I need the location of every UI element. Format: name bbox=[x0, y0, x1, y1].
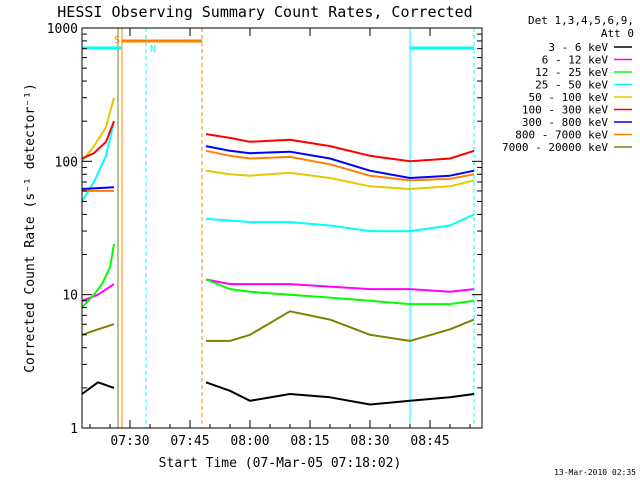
legend-label-6: 100 - 300 keV bbox=[522, 104, 608, 117]
series-line-2-segment-1 bbox=[81, 283, 115, 302]
legend-label-5: 50 - 100 keV bbox=[529, 91, 609, 104]
x-tick-label-6: 08:45 bbox=[410, 434, 449, 449]
plot-frame bbox=[81, 27, 483, 429]
chart-title: HESSI Observing Summary Count Rates, Cor… bbox=[57, 3, 472, 21]
y-axis: 1 10 100 1000 bbox=[47, 22, 482, 437]
legend-header-line-2: Att 0 bbox=[601, 27, 634, 40]
series-line-1-segment-1 bbox=[81, 381, 115, 395]
x-tick-label-2: 07:45 bbox=[170, 434, 209, 449]
legend-label-3: 12 - 25 keV bbox=[535, 66, 608, 79]
series-line-5-segment-1 bbox=[81, 97, 115, 162]
series-line-7-segment-2 bbox=[205, 145, 475, 179]
series-line-3-segment-2 bbox=[205, 278, 475, 306]
legend-label-8: 800 - 7000 keV bbox=[515, 129, 608, 142]
y-axis-label: Corrected Count Rate (s⁻¹ detector⁻¹) bbox=[23, 83, 38, 373]
series-line-3-segment-1 bbox=[81, 243, 115, 309]
series-line-8-segment-2 bbox=[205, 149, 475, 182]
annotation-s: S bbox=[114, 35, 120, 46]
plot-area: SN bbox=[81, 28, 475, 428]
series-line-9-segment-2 bbox=[206, 310, 475, 342]
annotation-n: N bbox=[150, 44, 156, 55]
footer-timestamp: 13-Mar-2010 02:35 bbox=[554, 468, 636, 477]
legend-label-1: 3 - 6 keV bbox=[548, 41, 608, 54]
x-axis-label: Start Time (07-Mar-05 07:18:02) bbox=[159, 456, 402, 471]
legend-label-4: 25 - 50 keV bbox=[535, 79, 608, 92]
x-tick-label-3: 08:00 bbox=[230, 434, 269, 449]
legend-label-9: 7000 - 20000 keV bbox=[502, 141, 608, 154]
y-tick-label-2: 10 bbox=[62, 289, 78, 304]
series-line-7-segment-1 bbox=[81, 186, 115, 190]
x-axis: 07:30 07:45 08:00 08:15 08:30 08:45 bbox=[89, 28, 471, 449]
legend-label-7: 300 - 800 keV bbox=[522, 116, 608, 129]
y-tick-label-4: 1000 bbox=[47, 22, 78, 37]
x-tick-label-1: 07:30 bbox=[110, 434, 149, 449]
series-line-5-segment-2 bbox=[205, 169, 475, 190]
series-line-6-segment-1 bbox=[81, 120, 115, 160]
series-line-4-segment-2 bbox=[205, 213, 475, 233]
y-tick-label-1: 1 bbox=[70, 422, 78, 437]
legend-header-line-1: Det 1,3,4,5,6,9, bbox=[528, 14, 634, 27]
x-tick-label-5: 08:30 bbox=[350, 434, 389, 449]
series-line-9-segment-1 bbox=[81, 323, 115, 336]
series-line-2-segment-2 bbox=[205, 278, 475, 293]
x-tick-label-4: 08:15 bbox=[290, 434, 329, 449]
legend-label-2: 6 - 12 keV bbox=[542, 54, 609, 67]
y-tick-label-3: 100 bbox=[55, 155, 78, 170]
series-line-6-segment-2 bbox=[205, 133, 475, 163]
series-line-1-segment-2 bbox=[205, 381, 475, 406]
